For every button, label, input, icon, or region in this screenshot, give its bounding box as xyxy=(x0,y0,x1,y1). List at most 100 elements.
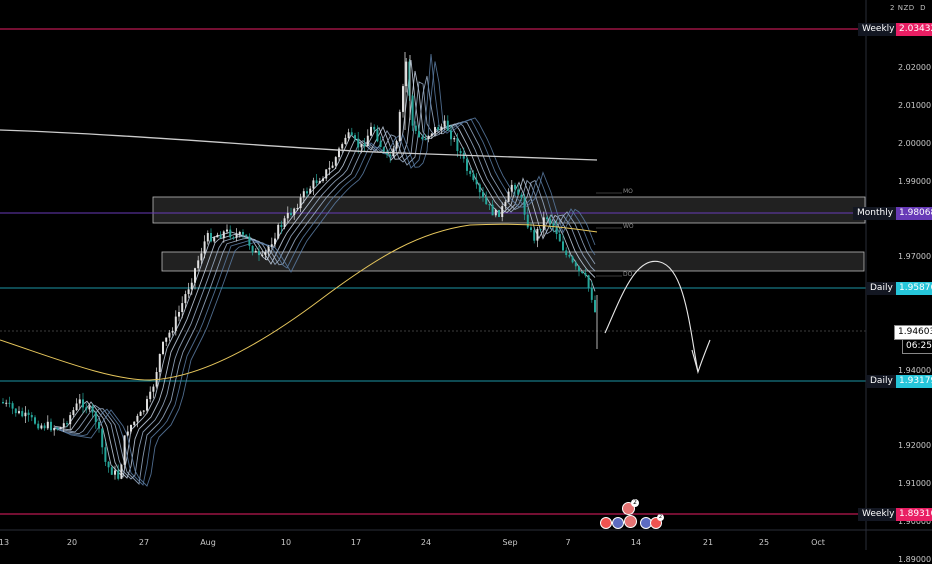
candle-body xyxy=(50,421,52,431)
moving-average-yellow xyxy=(0,223,598,381)
candle-body xyxy=(219,234,222,239)
candle-body xyxy=(331,165,334,168)
candle-body xyxy=(562,241,564,251)
weekly-open-tag: WO xyxy=(623,223,634,230)
candle-body xyxy=(574,262,577,267)
date-tick-label: 7 xyxy=(565,538,571,547)
event-count-badge: 2 xyxy=(657,514,664,521)
candle-body xyxy=(286,212,289,219)
candle-body xyxy=(446,120,449,131)
daily-level-label-lower: Daily xyxy=(866,375,897,388)
candle-body xyxy=(421,137,424,139)
candle-body xyxy=(341,144,344,149)
candle-body xyxy=(120,464,123,479)
event-flag-icon[interactable] xyxy=(612,517,624,529)
candle-body xyxy=(526,214,529,228)
candle-body xyxy=(517,189,520,195)
candle-body xyxy=(325,169,328,179)
candle-body xyxy=(85,407,88,410)
candle-body xyxy=(328,167,331,170)
monthly-level-price: 1.98068 xyxy=(896,207,932,220)
candle-body xyxy=(200,253,203,261)
candle-body xyxy=(238,232,241,235)
candle-body xyxy=(11,403,14,409)
candle-body xyxy=(466,158,468,171)
candle-body xyxy=(197,260,200,269)
candle-body xyxy=(254,250,257,253)
candle-body xyxy=(101,428,104,448)
date-tick-label: 13 xyxy=(0,538,10,547)
candle-body xyxy=(398,111,401,141)
candle-body xyxy=(190,282,193,290)
candle-body xyxy=(469,170,472,174)
candle-body xyxy=(322,178,324,181)
candle-body xyxy=(248,236,251,246)
candle-body xyxy=(245,234,248,237)
symbol-currency-label: 2 NZD D xyxy=(890,4,926,12)
candle-body xyxy=(69,415,72,425)
candle-body xyxy=(210,233,212,242)
price-tick-label: 1.92000 xyxy=(898,441,932,451)
ema-ribbon-line xyxy=(54,75,596,485)
daily-level-price-upper: 1.95876 xyxy=(896,282,932,295)
candle-body xyxy=(379,141,382,148)
date-tick-label: Aug xyxy=(200,538,216,547)
date-tick-label: Sep xyxy=(502,538,518,547)
candle-body xyxy=(382,147,385,152)
candle-body xyxy=(370,126,372,136)
candle-body xyxy=(338,148,340,158)
candle-body xyxy=(222,231,225,239)
price-chart[interactable] xyxy=(0,0,932,550)
candle-body xyxy=(18,411,20,414)
candle-body xyxy=(267,246,270,252)
price-tick-label: 1.91000 xyxy=(898,479,932,489)
candle-body xyxy=(306,191,308,194)
candle-body xyxy=(590,287,593,300)
candle-body xyxy=(405,61,408,87)
candle-body xyxy=(501,206,504,217)
candle-body xyxy=(264,251,267,255)
event-flag-icon[interactable] xyxy=(600,517,612,529)
candle-body xyxy=(498,210,500,217)
candle-body xyxy=(213,237,216,242)
candle-body xyxy=(363,143,366,146)
candle-body xyxy=(277,224,280,239)
date-tick-label: 27 xyxy=(138,538,150,547)
candle-body xyxy=(530,227,532,230)
candle-body xyxy=(117,470,120,479)
candle-body xyxy=(504,201,507,207)
candle-body xyxy=(136,415,139,422)
price-tick-label: 2.02000 xyxy=(898,63,932,73)
candle-body xyxy=(309,188,312,194)
candle-body xyxy=(27,412,30,415)
candle-body xyxy=(5,402,8,404)
candle-body xyxy=(373,126,376,130)
candle-body xyxy=(430,133,433,136)
candle-body xyxy=(258,250,260,256)
date-tick-label: 17 xyxy=(350,538,362,547)
date-tick-label: 20 xyxy=(66,538,78,547)
event-count-badge: 2 xyxy=(631,499,639,507)
candle-body xyxy=(555,226,558,234)
candle-body xyxy=(485,197,488,205)
candle-body xyxy=(568,255,571,257)
candle-body xyxy=(347,132,350,138)
candle-body xyxy=(334,157,337,166)
date-tick-label: Oct xyxy=(811,538,825,547)
economic-event-markers[interactable]: 2 2 xyxy=(596,499,666,529)
candle-body xyxy=(94,412,97,423)
candle-body xyxy=(424,139,427,140)
candle-body xyxy=(434,127,436,134)
candle-body xyxy=(475,179,478,185)
projection-arrowhead xyxy=(691,349,699,373)
candle-body xyxy=(178,312,180,317)
candle-body xyxy=(149,391,152,400)
candle-body xyxy=(184,294,187,304)
candle-body xyxy=(581,271,584,273)
candle-body xyxy=(88,406,91,410)
candle-body xyxy=(133,421,136,425)
candle-body xyxy=(354,135,356,139)
event-flag-icon[interactable] xyxy=(624,515,637,528)
candle-body xyxy=(75,403,78,411)
